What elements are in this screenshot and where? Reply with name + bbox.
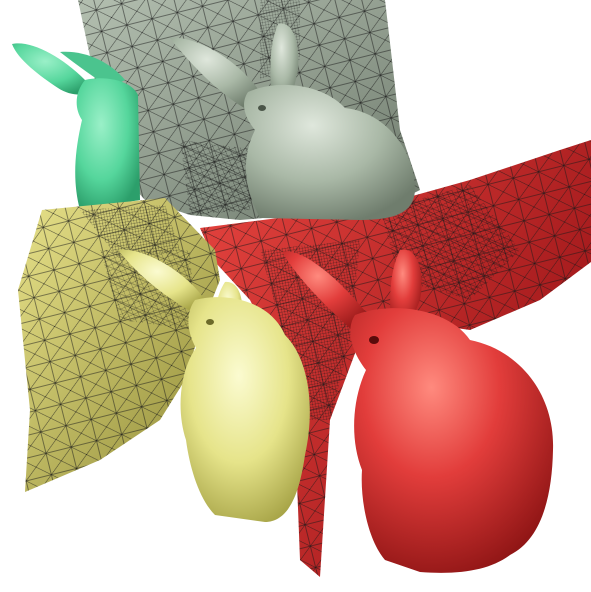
green-bunny: [12, 43, 140, 211]
gray-bunny: [170, 23, 415, 220]
red-bunny: [282, 249, 554, 573]
yellow-bunny: [118, 249, 310, 522]
